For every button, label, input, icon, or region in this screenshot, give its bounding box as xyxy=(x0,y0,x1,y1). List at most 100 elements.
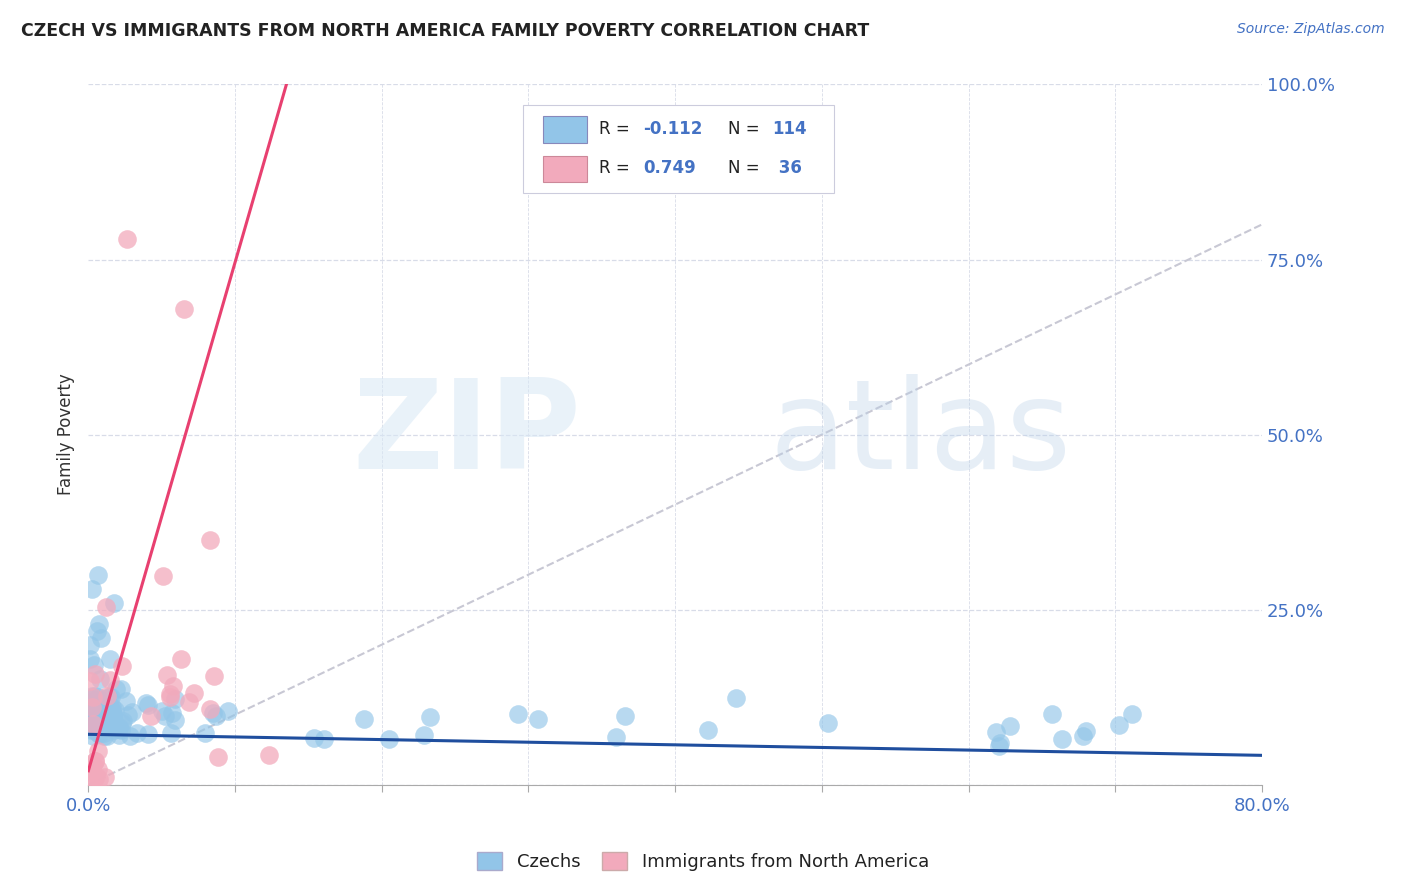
Point xyxy=(100,690,122,704)
Point xyxy=(86,716,108,731)
Point xyxy=(108,728,131,742)
Point xyxy=(153,709,176,723)
Point xyxy=(82,690,104,704)
Point xyxy=(80,723,103,737)
Point xyxy=(1121,707,1143,722)
Point xyxy=(724,691,747,706)
Text: -0.112: -0.112 xyxy=(644,120,703,137)
Point xyxy=(170,652,193,666)
Point xyxy=(84,689,107,703)
Point xyxy=(1108,718,1130,732)
Bar xyxy=(543,156,588,183)
Point xyxy=(84,705,107,719)
Point xyxy=(86,768,108,782)
Point xyxy=(378,731,401,746)
Point xyxy=(163,713,186,727)
Point xyxy=(111,714,134,729)
Point xyxy=(90,699,112,714)
Point xyxy=(198,533,221,547)
Point xyxy=(80,775,103,789)
Point xyxy=(93,729,115,743)
Point xyxy=(82,691,104,706)
Point xyxy=(159,687,181,701)
Point xyxy=(100,702,122,716)
Point xyxy=(96,729,118,743)
Point xyxy=(82,582,104,596)
Point xyxy=(205,709,228,723)
Point xyxy=(83,657,105,672)
Text: ZIP: ZIP xyxy=(353,374,581,495)
Point xyxy=(83,714,105,729)
Point xyxy=(86,762,108,776)
Point xyxy=(82,729,104,743)
Point xyxy=(86,710,108,724)
Point xyxy=(217,704,239,718)
Point xyxy=(89,696,111,710)
Point xyxy=(120,729,142,743)
Point xyxy=(183,686,205,700)
Point xyxy=(82,717,104,731)
Point xyxy=(77,704,100,718)
Point xyxy=(96,705,118,719)
Point xyxy=(139,708,162,723)
Point xyxy=(1076,724,1098,739)
Point xyxy=(86,744,108,758)
Point xyxy=(152,569,174,583)
Point xyxy=(83,723,105,737)
Point xyxy=(353,712,375,726)
Y-axis label: Family Poverty: Family Poverty xyxy=(58,374,75,495)
Point xyxy=(83,719,105,733)
Point xyxy=(115,231,138,245)
Point xyxy=(121,705,143,719)
Point xyxy=(89,673,111,687)
Point xyxy=(179,695,201,709)
Point xyxy=(419,710,441,724)
Text: 114: 114 xyxy=(772,120,807,137)
Point xyxy=(83,754,105,768)
Point xyxy=(162,706,184,720)
Point xyxy=(82,690,104,704)
Point xyxy=(159,690,181,705)
Point xyxy=(87,727,110,741)
Point xyxy=(115,694,138,708)
Point xyxy=(82,708,104,723)
Point xyxy=(82,757,104,772)
Point xyxy=(413,728,436,742)
Text: atlas: atlas xyxy=(769,374,1071,495)
Point xyxy=(135,696,157,710)
Point xyxy=(86,703,108,717)
Point xyxy=(103,596,125,610)
Point xyxy=(104,703,127,717)
Point xyxy=(87,726,110,740)
Point xyxy=(86,624,108,638)
Point xyxy=(79,704,101,718)
Point xyxy=(77,763,100,777)
Point xyxy=(125,725,148,739)
Text: R =: R = xyxy=(599,160,636,178)
Point xyxy=(87,772,110,786)
Point xyxy=(156,668,179,682)
Point xyxy=(302,731,325,746)
Point xyxy=(103,707,125,722)
Text: N =: N = xyxy=(728,160,765,178)
Point xyxy=(96,717,118,731)
Point xyxy=(84,714,107,728)
Legend: Czechs, Immigrants from North America: Czechs, Immigrants from North America xyxy=(470,846,936,879)
Point xyxy=(526,713,548,727)
Point xyxy=(111,658,134,673)
Point xyxy=(98,708,121,723)
Point xyxy=(98,651,121,665)
Point xyxy=(87,616,110,631)
FancyBboxPatch shape xyxy=(523,105,834,193)
Text: 36: 36 xyxy=(772,160,801,178)
Point xyxy=(103,706,125,721)
Point xyxy=(93,725,115,739)
Bar xyxy=(543,116,588,143)
Point xyxy=(83,772,105,787)
Point xyxy=(163,692,186,706)
Point xyxy=(312,732,335,747)
Point xyxy=(94,599,117,614)
Point xyxy=(87,690,110,705)
Point xyxy=(82,707,104,722)
Point xyxy=(103,723,125,737)
